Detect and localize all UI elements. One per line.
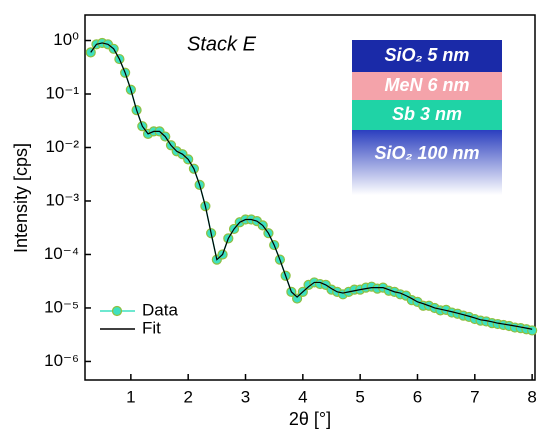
layer-label: Sb 3 nm	[392, 104, 462, 124]
y-tick-label: 10⁻¹	[45, 83, 79, 102]
annotation: Stack E	[187, 33, 257, 55]
x-tick-label: 2	[183, 387, 192, 406]
layer	[352, 100, 502, 130]
data-point	[527, 325, 538, 336]
layer-label: SiO₂ 5 nm	[385, 45, 470, 65]
layer	[352, 130, 502, 195]
data-point	[292, 293, 303, 304]
y-tick-label: 10⁻⁶	[44, 351, 79, 370]
layer-label: MeN 6 nm	[384, 75, 469, 95]
x-tick-label: 8	[527, 387, 536, 406]
x-tick-label: 3	[241, 387, 250, 406]
legend-label: Data	[142, 300, 178, 319]
layer-label: SiO₂ 100 nm	[375, 143, 480, 163]
y-tick-label: 10⁻²	[45, 137, 79, 156]
legend-label: Fit	[142, 318, 161, 337]
y-tick-label: 10⁻⁵	[44, 297, 79, 316]
x-tick-label: 5	[355, 387, 364, 406]
layer	[352, 40, 502, 72]
plot-frame	[84, 14, 536, 381]
legend-marker	[111, 305, 123, 317]
fit-line	[90, 42, 533, 330]
y-tick-label: 10⁻³	[45, 190, 79, 209]
x-axis-label: 2θ [°]	[289, 409, 331, 429]
x-tick-label: 6	[413, 387, 422, 406]
y-axis-label: Intensity [cps]	[11, 143, 31, 253]
layer	[352, 72, 502, 100]
x-tick-label: 7	[470, 387, 479, 406]
y-tick-label: 10⁻⁴	[44, 244, 79, 263]
x-tick-label: 1	[126, 387, 135, 406]
x-tick-label: 4	[298, 387, 307, 406]
y-tick-label: 10⁰	[53, 30, 79, 49]
